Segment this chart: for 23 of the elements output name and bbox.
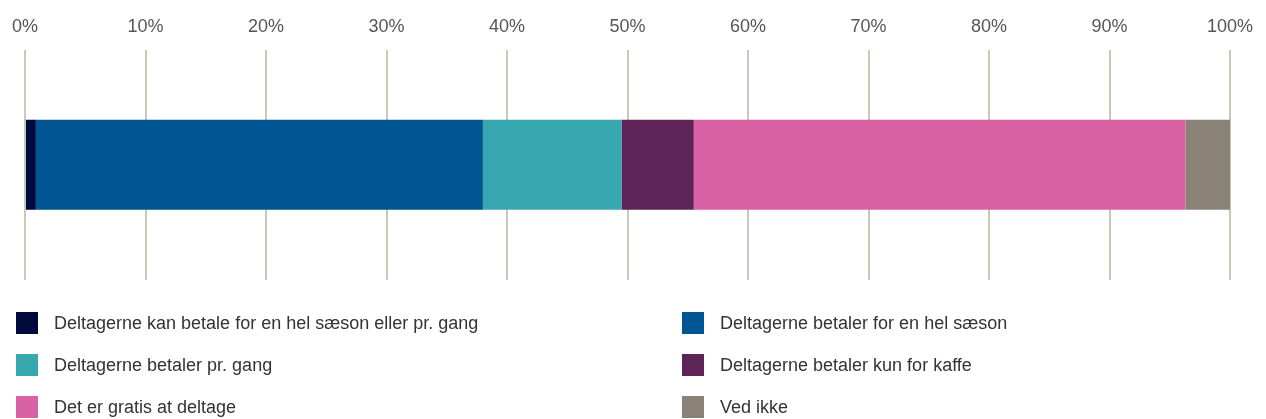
x-tick-label: 50% [609,15,646,36]
bar [35,119,483,210]
bar [26,119,36,210]
legend-label: Deltagerne betaler pr. gang [54,354,273,376]
x-tick-label: 10% [127,15,164,36]
bar [621,119,694,210]
legend-label: Ved ikke [720,396,789,418]
legend-label: Deltagerne betaler kun for kaffe [720,354,972,376]
legend-label: Deltagerne betaler for en hel sæson [720,312,1008,334]
bar [1185,119,1230,210]
x-tick-label: 90% [1091,15,1128,36]
x-tick-label: 70% [850,15,887,36]
bar [482,119,622,210]
legend-label: Deltagerne kan betale for en hel sæson eller pr. gang [54,312,479,334]
x-tick-label: 30% [368,15,405,36]
x-tick-label: 100% [1206,15,1254,36]
x-tick-label: 60% [729,15,767,36]
legend-label: Det er gratis at deltage [54,396,237,418]
x-tick-label: 20% [247,15,285,36]
x-tick-label: 0% [12,15,39,36]
x-tick-label: 80% [970,15,1008,36]
x-tick-label: 40% [488,15,526,36]
bar [693,119,1186,210]
